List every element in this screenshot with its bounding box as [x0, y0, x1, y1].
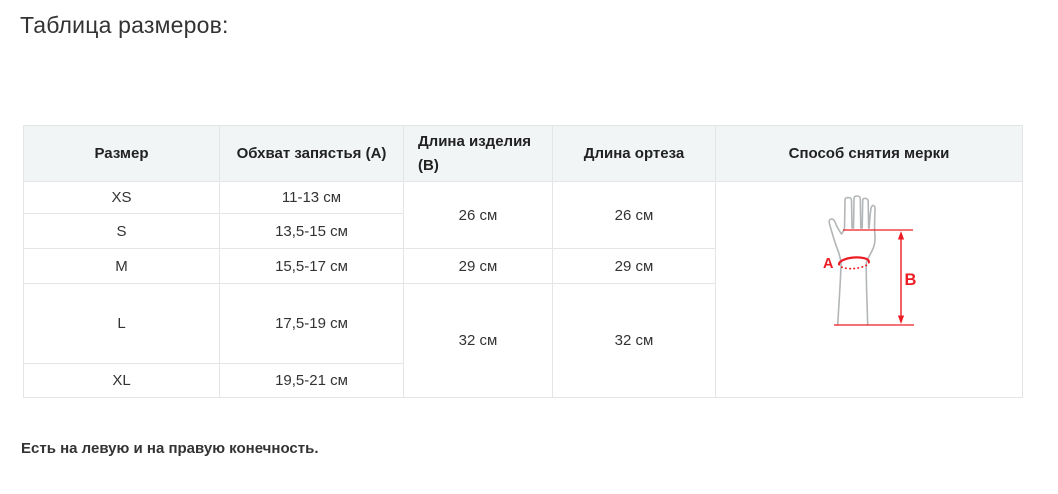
arrowhead-bottom: [897, 315, 904, 324]
cell-size-l: L: [23, 283, 220, 364]
cell-wrist-xs: 11-13 см: [219, 181, 404, 214]
header-product-length: Длина изделия (B): [403, 125, 553, 182]
wrist-ellipse-front: [837, 256, 870, 266]
cell-size-xl: XL: [23, 363, 220, 398]
table-row-xl: XL 19,5-21 см: [23, 363, 1023, 398]
wrist-ellipse: [837, 256, 870, 270]
cell-product-length-m: 29 см: [403, 248, 553, 284]
measurement-diagram-cell: A B: [715, 181, 1023, 398]
size-table: Размер Обхват запястья (A) Длина изделия…: [23, 125, 1023, 398]
hand-outline: [827, 195, 876, 326]
cell-size-xs: XS: [23, 181, 220, 214]
cell-orthosis-length-m: 29 см: [552, 248, 716, 284]
table-row-m: M 15,5-17 см 29 см 29 см: [23, 248, 1023, 284]
cell-size-m: M: [23, 248, 220, 284]
cell-product-length-xs-s: 26 см: [403, 181, 553, 249]
label-b: B: [904, 271, 916, 289]
page-title: Таблица размеров:: [20, 12, 229, 38]
table-row-s: S 13,5-15 см: [23, 213, 1023, 249]
cell-wrist-xl: 19,5-21 см: [219, 363, 404, 398]
cell-wrist-s: 13,5-15 см: [219, 213, 404, 249]
cell-orthosis-length-l-xl: 32 см: [552, 283, 716, 398]
cell-wrist-l: 17,5-19 см: [219, 283, 404, 364]
table-header-row: Размер Обхват запястья (A) Длина изделия…: [23, 125, 1023, 182]
table-row-l: L 17,5-19 см 32 см 32 см: [23, 283, 1023, 398]
label-a: A: [823, 256, 834, 272]
availability-note: Есть на левую и на правую конечность.: [21, 440, 319, 457]
header-wrist-circumference: Обхват запястья (A): [219, 125, 404, 182]
cell-product-length-l-xl: 32 см: [403, 283, 553, 398]
cell-wrist-m: 15,5-17 см: [219, 248, 404, 284]
arrowhead-top: [897, 231, 904, 240]
header-orthosis-length: Длина ортеза: [552, 125, 716, 182]
table-row-xs: XS 11-13 см 26 см 26 см A B: [23, 181, 1023, 398]
wrist-ellipse-back-dotted: [837, 260, 870, 270]
hand-measurement-diagram: A B: [823, 195, 916, 326]
header-measurement-method: Способ снятия мерки: [715, 125, 1023, 182]
header-size: Размер: [23, 125, 220, 182]
cell-size-s: S: [23, 213, 220, 249]
cell-orthosis-length-xs-s: 26 см: [552, 181, 716, 249]
